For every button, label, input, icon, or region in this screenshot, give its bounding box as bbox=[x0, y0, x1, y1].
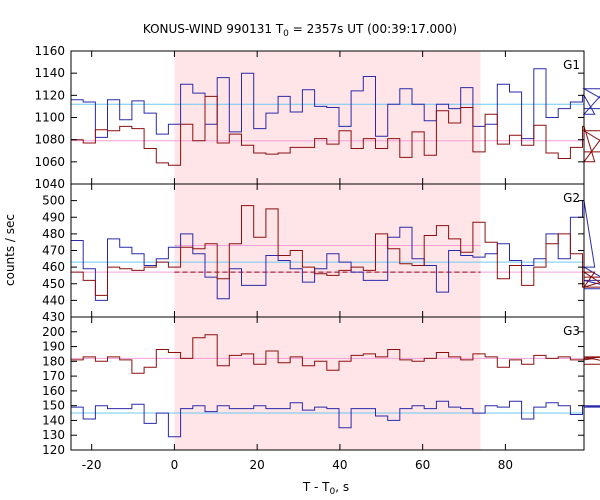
y-tick-label: 440 bbox=[42, 293, 65, 307]
y-tick-label: 130 bbox=[42, 428, 65, 442]
chart-text: KONUS-WIND 990131 T0 = 2357s UT (00:39:1… bbox=[3, 22, 580, 497]
y-tick-label: 470 bbox=[42, 244, 65, 258]
y-tick-label: 430 bbox=[42, 310, 65, 324]
y-tick-label: 150 bbox=[42, 399, 65, 413]
y-tick-label: 480 bbox=[42, 227, 65, 241]
y-tick-label: 450 bbox=[42, 277, 65, 291]
y-tick-label: 490 bbox=[42, 210, 65, 224]
y-axis-label: counts / sec bbox=[3, 214, 17, 286]
panel-frame-g3 bbox=[70, 316, 585, 451]
y-tick-label: 1060 bbox=[34, 155, 65, 169]
y-tick-label: 120 bbox=[42, 443, 65, 457]
chart-series bbox=[71, 68, 600, 438]
y-tick-label: 1080 bbox=[34, 133, 65, 147]
y-tick-label: 1100 bbox=[34, 111, 65, 125]
y-tick-label: 140 bbox=[42, 413, 65, 427]
y-tick-label: 200 bbox=[42, 325, 65, 339]
y-tick-label: 1140 bbox=[34, 66, 65, 80]
burst-interval-highlight bbox=[174, 51, 481, 450]
x-axis-label: T - T0, s bbox=[302, 480, 349, 497]
panel-label-g1: G1 bbox=[563, 58, 580, 72]
y-tick-label: 460 bbox=[42, 260, 65, 274]
y-tick-label: 500 bbox=[42, 194, 65, 208]
series-g3-red bbox=[71, 334, 600, 374]
panel-label-g3: G3 bbox=[563, 324, 580, 338]
y-tick-label: 160 bbox=[42, 384, 65, 398]
y-tick-label: 170 bbox=[42, 369, 65, 383]
chart-background bbox=[174, 51, 481, 450]
y-tick-label: 1040 bbox=[34, 177, 65, 191]
y-tick-label: 190 bbox=[42, 340, 65, 354]
panel-label-g2: G2 bbox=[563, 191, 580, 205]
series-g2-red bbox=[71, 205, 600, 296]
x-tick-label: -20 bbox=[82, 458, 102, 472]
series-g3-blue bbox=[71, 400, 600, 438]
x-tick-label: 0 bbox=[171, 458, 179, 472]
series-g1-red bbox=[71, 95, 600, 166]
chart-title: KONUS-WIND 990131 T0 = 2357s UT (00:39:1… bbox=[143, 22, 457, 39]
x-tick-label: 60 bbox=[415, 458, 430, 472]
x-tick-label: 40 bbox=[332, 458, 347, 472]
y-tick-label: 1160 bbox=[34, 44, 65, 58]
x-tick-label: 80 bbox=[498, 458, 513, 472]
series-g1-blue bbox=[71, 68, 600, 140]
y-tick-label: 180 bbox=[42, 354, 65, 368]
panel-frames bbox=[70, 50, 585, 451]
y-tick-label: 1120 bbox=[34, 88, 65, 102]
x-tick-label: 20 bbox=[250, 458, 265, 472]
